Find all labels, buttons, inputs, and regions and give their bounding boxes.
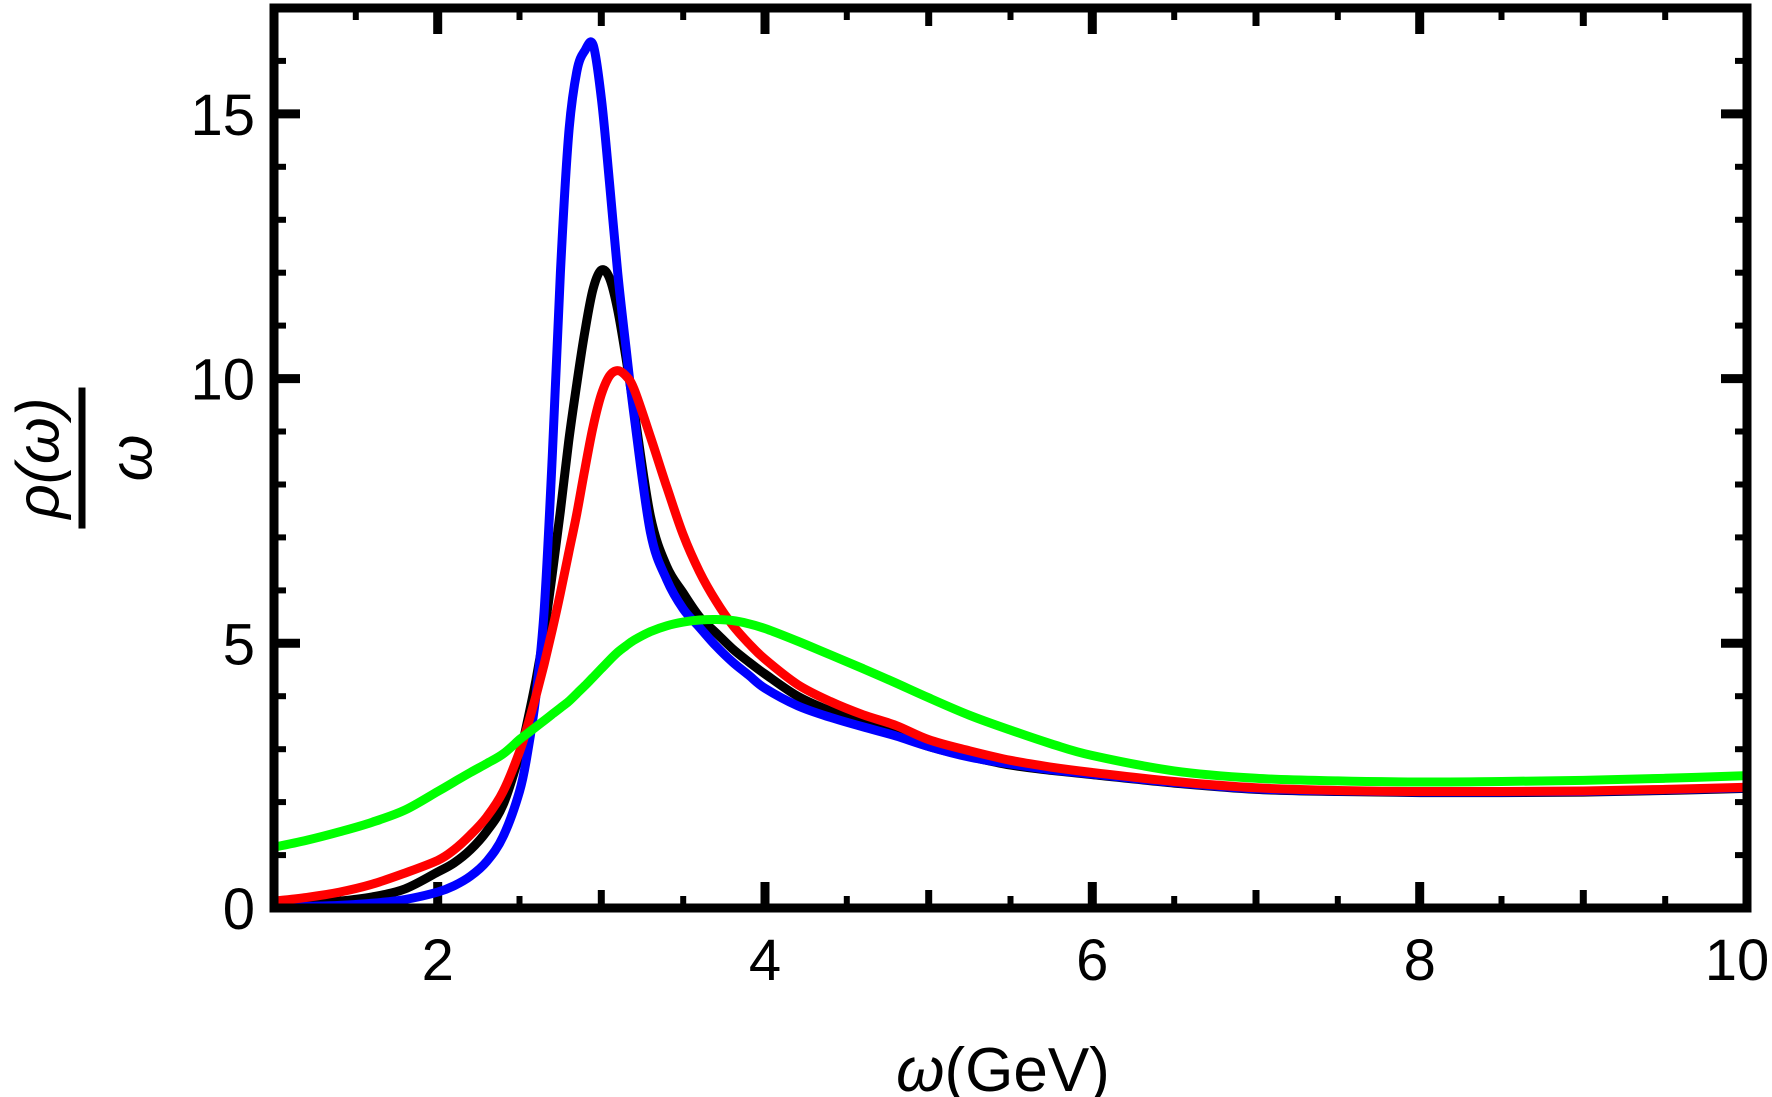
y-axis-title-numerator: ρ(ω)	[5, 387, 86, 529]
x-tick-label-6: 6	[1076, 928, 1108, 993]
x-tick-label-4: 4	[749, 928, 781, 993]
curves	[274, 37, 1747, 908]
y-axis-title-denominator: ω	[97, 434, 165, 482]
y-axis-title: ρ(ω) ω	[5, 387, 165, 529]
tick-labels: 2 4 6 8 10 0 5 10 15	[190, 83, 1769, 993]
y-tick-label-15: 15	[190, 83, 255, 148]
x-tick-label-10: 10	[1705, 928, 1770, 993]
plot-frame	[269, 3, 1752, 913]
curve-green	[274, 614, 1747, 852]
curve-red	[274, 366, 1747, 906]
y-tick-label-10: 10	[190, 348, 255, 413]
x-tick-label-8: 8	[1404, 928, 1436, 993]
x-axis-title-symbol: ω	[896, 1036, 945, 1097]
x-tick-label-2: 2	[422, 928, 454, 993]
x-axis-title-unit: (GeV)	[944, 1036, 1110, 1097]
axis-ticks	[274, 8, 1752, 913]
y-tick-label-0: 0	[223, 877, 255, 942]
y-tick-label-5: 5	[223, 612, 255, 677]
x-axis-title: ω(GeV)	[896, 1040, 1110, 1097]
